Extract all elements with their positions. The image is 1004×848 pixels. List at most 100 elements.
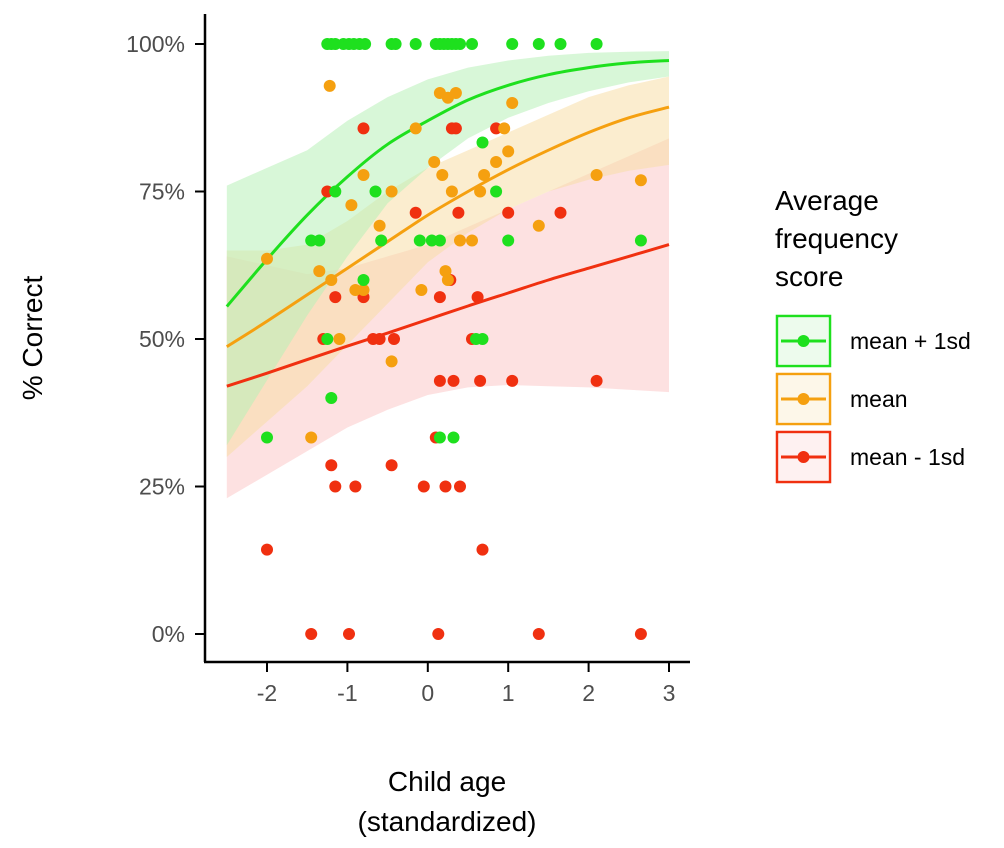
data-point <box>506 374 519 387</box>
data-point <box>474 374 487 387</box>
data-point <box>313 265 326 278</box>
legend-label: mean - 1sd <box>850 444 965 470</box>
legend-title: score <box>775 261 843 292</box>
data-point <box>349 480 362 493</box>
data-point <box>433 374 446 387</box>
data-point <box>357 169 370 181</box>
data-point <box>413 234 426 247</box>
x-tick-label: 2 <box>582 680 595 706</box>
legend-key-point <box>797 451 810 463</box>
data-point <box>532 38 545 50</box>
data-point <box>359 38 372 50</box>
data-point <box>466 38 478 50</box>
confidence-band-0 <box>226 51 670 446</box>
data-point <box>385 459 398 472</box>
data-point <box>305 431 318 444</box>
y-tick-label: 50% <box>139 326 185 352</box>
data-point <box>409 206 422 219</box>
data-point <box>506 97 519 109</box>
data-point <box>369 185 382 198</box>
data-point <box>590 374 603 387</box>
data-point <box>261 543 273 556</box>
data-point <box>433 431 446 444</box>
legend-title: frequency <box>775 223 898 254</box>
fit-line-2 <box>226 243 670 388</box>
x-axis-title: Child age <box>388 766 506 797</box>
data-points <box>261 38 647 640</box>
legend-key-point <box>797 335 810 347</box>
data-point <box>454 234 466 247</box>
data-point <box>323 79 336 92</box>
data-point <box>476 136 489 149</box>
x-tick-label: 0 <box>421 680 434 706</box>
data-point <box>389 38 402 50</box>
data-point <box>329 480 342 493</box>
x-tick-label: 3 <box>663 680 676 706</box>
data-point <box>590 38 603 50</box>
confidence-band-1 <box>226 76 670 457</box>
data-point <box>447 374 460 387</box>
data-point <box>333 333 346 345</box>
data-point <box>502 145 515 158</box>
data-point <box>452 206 465 219</box>
data-point <box>439 480 452 493</box>
legend-label: mean <box>850 386 908 412</box>
data-point <box>417 480 430 493</box>
data-point <box>261 252 273 265</box>
data-point <box>313 234 326 247</box>
data-point <box>532 628 545 640</box>
fit-line-0 <box>225 59 670 308</box>
data-point <box>449 122 462 135</box>
fit-line-1 <box>225 105 670 348</box>
data-point <box>357 122 370 135</box>
x-tick-label: -2 <box>257 680 277 706</box>
data-point <box>490 185 503 198</box>
data-point <box>532 219 545 232</box>
data-point <box>449 87 462 99</box>
data-point <box>385 185 398 198</box>
data-point <box>634 628 647 640</box>
data-point <box>436 169 449 181</box>
x-tick-label: -1 <box>337 680 357 706</box>
data-point <box>329 291 342 304</box>
data-point <box>321 333 334 345</box>
data-point <box>325 392 338 404</box>
data-point <box>471 291 484 304</box>
data-point <box>506 38 519 50</box>
data-point <box>385 355 398 368</box>
data-point <box>478 169 491 181</box>
legend: Average frequency score mean + 1sd mean mean … <box>775 185 971 484</box>
data-point <box>441 274 454 286</box>
y-tick-label: 75% <box>139 179 185 205</box>
data-point <box>345 199 358 212</box>
data-point <box>357 274 370 286</box>
legend-title: Average <box>775 185 879 216</box>
fit-lines <box>225 59 670 388</box>
data-point <box>445 185 458 198</box>
data-point <box>476 543 489 556</box>
data-point <box>433 291 446 304</box>
data-point <box>388 333 400 345</box>
y-axis-title: % Correct <box>17 276 48 401</box>
x-axis-title-line2: (standardized) <box>358 806 537 837</box>
data-point <box>502 234 515 247</box>
data-point <box>329 185 342 198</box>
data-point <box>375 234 388 247</box>
data-point <box>325 274 338 286</box>
data-point <box>476 333 489 345</box>
y-tick-label: 25% <box>139 474 185 500</box>
data-point <box>357 284 370 296</box>
data-point <box>634 174 647 187</box>
data-point <box>454 38 466 50</box>
data-point <box>554 38 567 50</box>
data-point <box>454 480 466 493</box>
data-point <box>325 459 338 472</box>
data-point <box>634 234 647 247</box>
data-point <box>373 333 386 345</box>
data-point <box>428 156 441 168</box>
data-point <box>447 431 460 444</box>
data-point <box>305 628 318 640</box>
data-point <box>433 234 446 247</box>
data-point <box>373 219 386 232</box>
axes: 0% 25% 50% 75% 100% -2 -1 0 1 2 3 Child age (standar… <box>17 14 690 837</box>
